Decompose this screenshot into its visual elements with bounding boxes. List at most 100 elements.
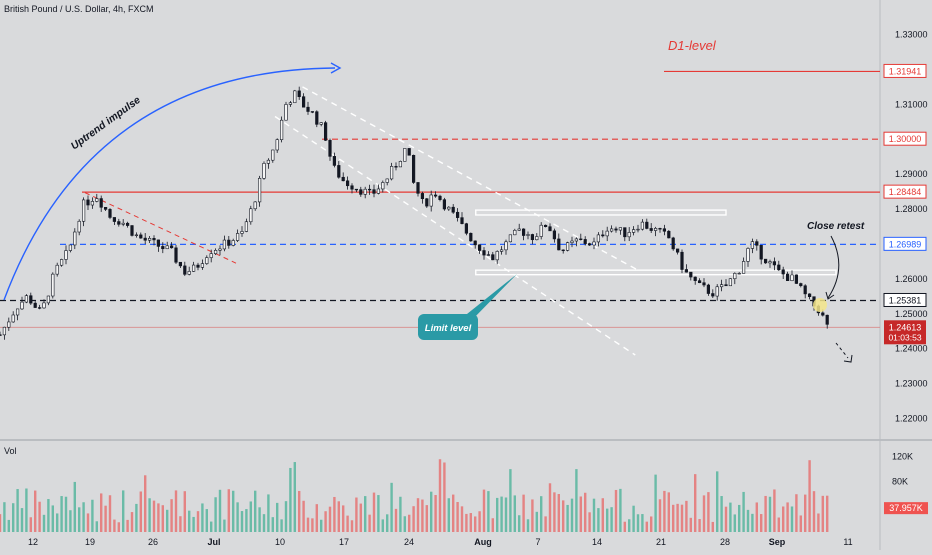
candle-body xyxy=(680,251,684,270)
candle-body xyxy=(240,231,244,234)
y-tick-label: 1.28000 xyxy=(895,204,928,214)
volume-bar xyxy=(478,511,481,532)
candle-body xyxy=(671,237,675,250)
x-tick-label: 11 xyxy=(843,537,852,547)
candle-body xyxy=(126,222,130,226)
candle-body xyxy=(552,230,556,240)
candle-body xyxy=(262,163,266,179)
current-price-label: 1.24613 xyxy=(889,322,922,332)
volume-bar xyxy=(381,519,384,532)
candle-body xyxy=(605,230,609,237)
volume-bar xyxy=(636,514,640,532)
volume-bar xyxy=(465,513,468,532)
y-tick-label: 1.33000 xyxy=(895,29,928,39)
candle-body xyxy=(165,245,169,250)
volume-bar xyxy=(408,514,411,532)
volume-bar xyxy=(192,516,195,532)
volume-bar xyxy=(702,495,706,532)
volume-bar xyxy=(601,498,604,532)
candle-body xyxy=(249,208,253,223)
volume-bar xyxy=(738,504,741,532)
volume-bar xyxy=(606,508,609,532)
candle-body xyxy=(455,211,460,218)
volume-bar xyxy=(113,519,116,532)
volume-bar xyxy=(733,514,736,532)
volume-bar xyxy=(760,514,763,532)
candle-body xyxy=(367,188,372,191)
volume-bar xyxy=(174,490,178,532)
volume-bar xyxy=(588,512,591,532)
candle-body xyxy=(33,302,37,308)
candle-body xyxy=(750,241,754,249)
candle-body xyxy=(416,182,420,194)
candle-body xyxy=(90,201,94,206)
level-badge-text: 1.31941 xyxy=(889,66,922,76)
volume-bar xyxy=(544,516,547,532)
volume-bar xyxy=(223,519,226,532)
volume-bar xyxy=(73,481,76,532)
volume-bar xyxy=(394,508,398,532)
volume-bar xyxy=(399,496,402,532)
level-badge xyxy=(883,131,927,146)
x-tick-label: 12 xyxy=(28,537,38,547)
candle-body xyxy=(11,314,15,323)
candle-body xyxy=(385,178,389,183)
volume-bar xyxy=(201,503,204,532)
volume-bar xyxy=(496,497,499,532)
volume-bar xyxy=(632,505,635,532)
volume-bar xyxy=(364,496,367,532)
volume-bar xyxy=(619,488,622,532)
volume-bar xyxy=(412,506,415,532)
volume-bar xyxy=(271,517,274,532)
volume-bar xyxy=(597,508,600,532)
volume-bar xyxy=(346,515,349,532)
candle-body xyxy=(649,228,653,231)
candle-body xyxy=(51,273,55,297)
candle-body xyxy=(425,198,429,207)
volume-bar xyxy=(333,496,336,532)
volume-bar xyxy=(298,490,301,532)
volume-bar xyxy=(562,500,565,532)
volume-bar xyxy=(3,502,6,532)
volume-bar xyxy=(795,494,798,532)
volume-bar xyxy=(218,489,222,532)
candle-body xyxy=(447,206,451,210)
candle-body xyxy=(460,217,464,224)
volume-bar xyxy=(504,497,508,532)
volume-bar xyxy=(227,489,230,532)
candle-body xyxy=(99,198,103,208)
candle-body xyxy=(222,239,227,250)
volume-bar xyxy=(751,513,754,532)
volume-bar xyxy=(645,521,648,532)
candle-body xyxy=(130,225,134,236)
candle-body xyxy=(711,293,715,297)
volume-bar xyxy=(663,490,666,532)
volume-bar xyxy=(518,515,521,532)
volume-bar xyxy=(130,512,134,532)
candle-body xyxy=(55,264,59,275)
candle-body xyxy=(667,230,671,239)
candle-body xyxy=(73,231,77,246)
candle-body xyxy=(156,239,161,247)
candle-body xyxy=(196,264,200,268)
volume-bar xyxy=(773,489,776,532)
volume-bar xyxy=(548,483,552,532)
x-tick-label: 14 xyxy=(592,537,602,547)
volume-bar xyxy=(698,519,701,532)
candle-body xyxy=(178,261,183,267)
candle-body xyxy=(381,182,385,190)
candle-body xyxy=(631,229,636,233)
volume-bar xyxy=(469,513,472,532)
y-tick-label: 1.25000 xyxy=(895,309,928,319)
candle-body xyxy=(539,224,543,237)
volume-bar xyxy=(452,494,455,532)
candle-body xyxy=(535,236,539,241)
volume-bar xyxy=(447,498,450,532)
volume-bar xyxy=(755,502,758,532)
candle-body xyxy=(821,312,825,316)
volume-bar xyxy=(104,505,107,532)
x-tick-label: 17 xyxy=(339,537,349,547)
volume-bar xyxy=(276,502,279,532)
candle-body xyxy=(464,223,469,234)
